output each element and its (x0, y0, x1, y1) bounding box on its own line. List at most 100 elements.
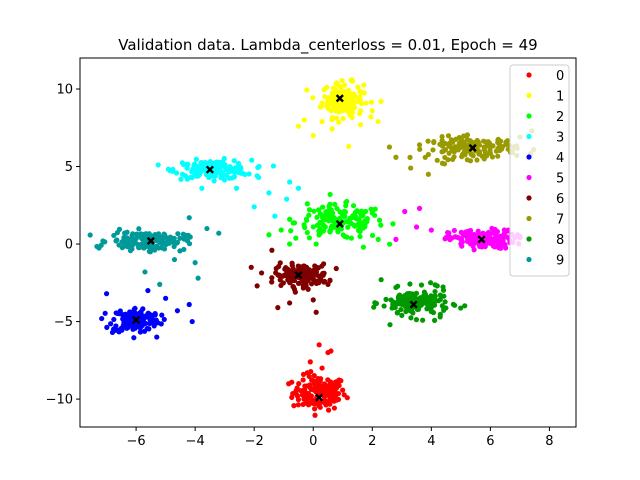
outlier-point-2 (266, 232, 272, 238)
point-8 (442, 299, 448, 305)
y-tick-label: 5 (65, 160, 73, 175)
point-4 (121, 321, 127, 327)
point-7 (448, 144, 454, 150)
point-6 (319, 263, 325, 269)
point-6 (321, 278, 328, 285)
point-8 (431, 317, 438, 323)
point-2 (331, 224, 337, 230)
point-2 (310, 224, 316, 230)
point-6 (313, 280, 320, 286)
center-marker-4 (132, 315, 141, 325)
outlier-point-2 (304, 201, 310, 207)
outlier-point-4 (163, 295, 169, 301)
x-tick-label: −6 (127, 434, 146, 449)
y-tick-label: 10 (56, 83, 73, 98)
point-9 (111, 232, 117, 239)
point-6 (258, 270, 265, 276)
point-2 (323, 209, 329, 215)
point-3 (193, 156, 199, 162)
point-9 (177, 235, 183, 241)
point-2 (329, 210, 336, 216)
legend-label: 6 (556, 192, 564, 207)
point-8 (398, 306, 404, 313)
point-1 (342, 100, 348, 107)
point-4 (102, 310, 108, 316)
legend-label: 1 (556, 90, 564, 105)
point-9 (181, 246, 187, 253)
legend-item-1: 1 (526, 90, 564, 105)
plot-frame (79, 57, 577, 428)
legend-label: 3 (556, 131, 564, 146)
legend-marker (526, 236, 532, 242)
point-8 (396, 293, 402, 299)
point-2 (317, 226, 323, 232)
x-tick-label: 6 (486, 434, 494, 449)
point-5 (494, 229, 501, 235)
point-9 (87, 232, 93, 238)
outlier-point-2 (390, 221, 396, 227)
point-8 (440, 287, 447, 293)
point-6 (269, 275, 275, 281)
point-3 (220, 159, 226, 165)
point-1 (322, 94, 328, 100)
legend-label: 4 (556, 151, 564, 166)
legend-marker (526, 174, 532, 181)
point-6 (305, 267, 311, 273)
outlier-point-4 (154, 334, 160, 340)
point-5 (496, 242, 502, 248)
point-9 (133, 235, 139, 242)
point-5 (451, 227, 457, 234)
point-8 (432, 288, 438, 295)
point-2 (358, 213, 364, 219)
outlier-point-1 (349, 77, 355, 83)
point-1 (355, 84, 361, 90)
point-6 (303, 283, 309, 289)
point-2 (311, 208, 317, 214)
point-4 (99, 315, 105, 322)
point-2 (320, 204, 326, 210)
outlier-point-2 (369, 210, 375, 216)
point-2 (306, 235, 312, 241)
outlier-point-1 (375, 118, 381, 125)
outlier-point-1 (369, 108, 375, 114)
series-6 (248, 247, 339, 315)
point-9 (129, 246, 135, 252)
point-0 (312, 412, 318, 418)
outlier-point-0 (319, 365, 325, 371)
point-9 (128, 237, 135, 243)
legend-label: 0 (556, 69, 564, 84)
outlier-point-5 (413, 224, 420, 230)
point-4 (120, 312, 126, 318)
center-marker-6 (294, 271, 303, 280)
point-1 (338, 84, 344, 91)
point-4 (133, 323, 140, 329)
outlier-point-5 (446, 233, 452, 239)
point-0 (340, 387, 346, 393)
point-0 (317, 378, 323, 384)
point-0 (330, 395, 337, 401)
x-axis: −6 −4 −2 0 2 4 6 8 (127, 427, 554, 449)
point-0 (325, 407, 332, 413)
outlier-point-1 (295, 123, 302, 129)
outlier-point-5 (428, 227, 434, 233)
point-3 (246, 171, 252, 177)
point-1 (322, 86, 328, 92)
point-8 (441, 293, 447, 299)
outlier-point-9 (186, 215, 192, 221)
point-2 (306, 207, 313, 213)
point-4 (161, 316, 167, 323)
series-0 (286, 342, 350, 418)
point-0 (295, 402, 301, 408)
point-7 (495, 153, 501, 159)
point-7 (451, 154, 457, 160)
point-2 (344, 198, 350, 205)
point-6 (307, 274, 313, 281)
point-2 (378, 222, 384, 228)
point-9 (162, 235, 169, 241)
point-7 (425, 151, 431, 158)
outlier-point-9 (171, 256, 178, 263)
point-3 (170, 168, 176, 174)
point-0 (311, 406, 318, 412)
point-8 (413, 317, 420, 323)
point-7 (456, 140, 462, 146)
